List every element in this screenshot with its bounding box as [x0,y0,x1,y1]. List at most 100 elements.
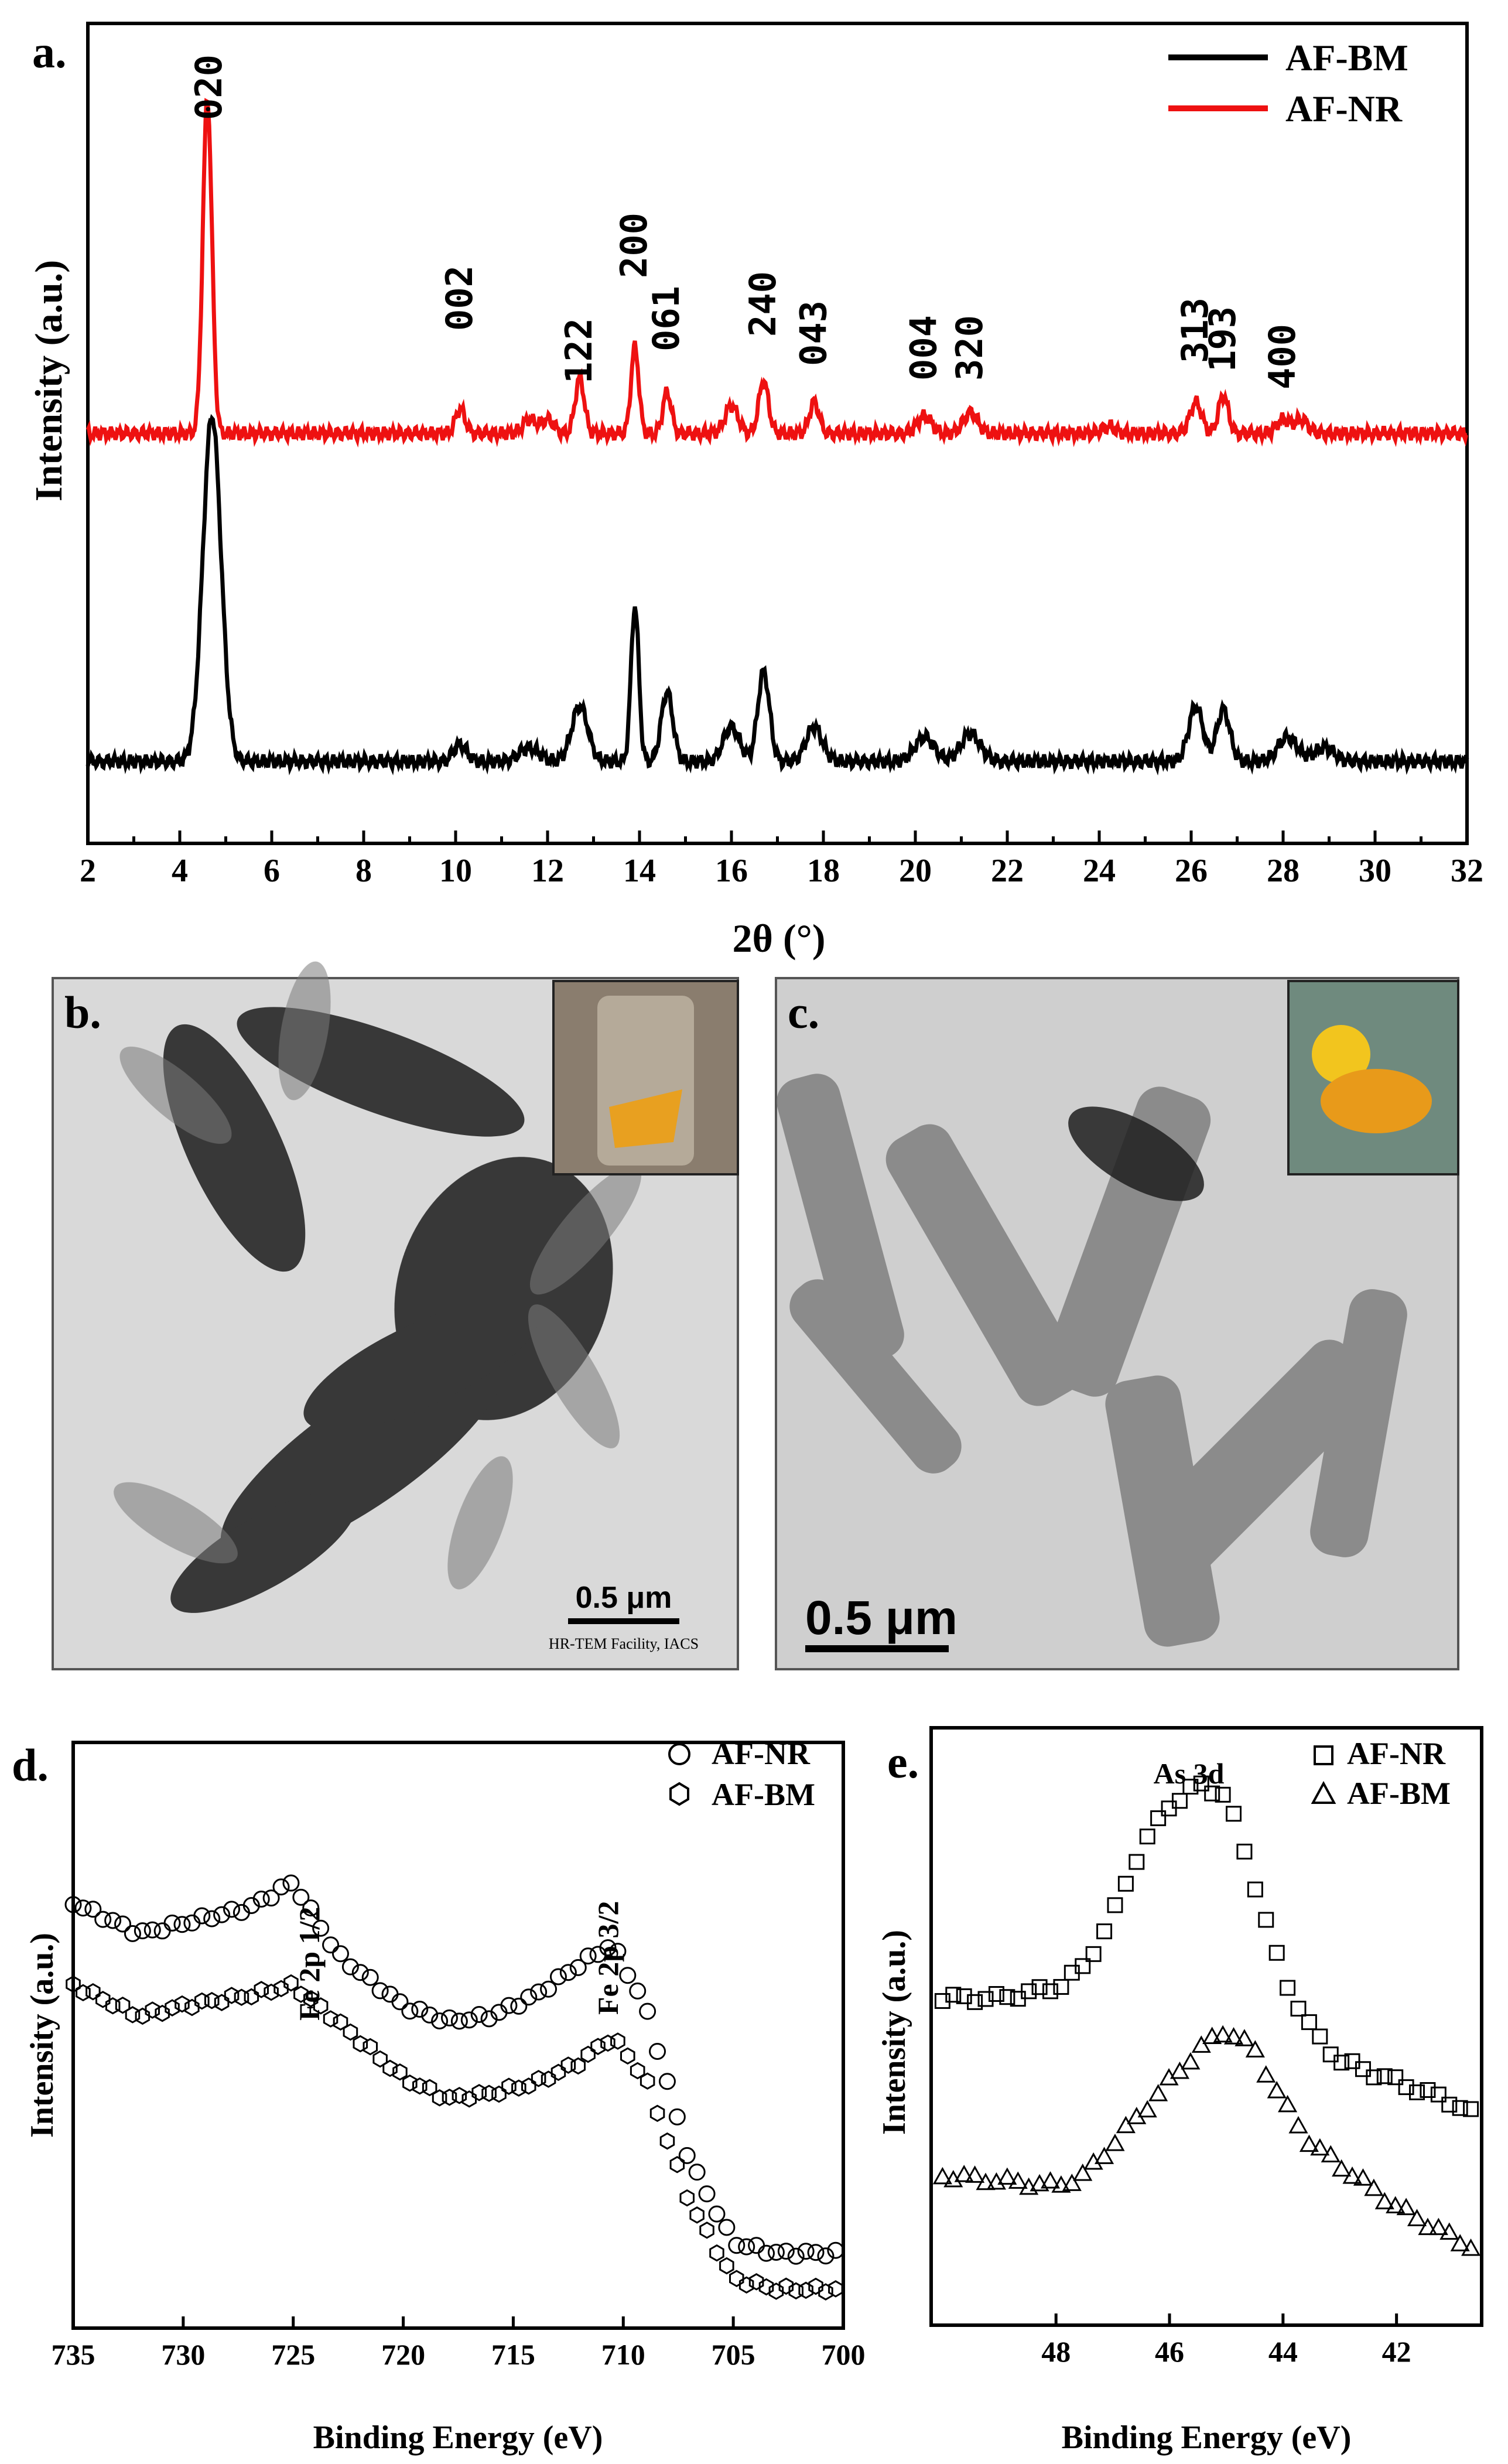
as-tick-label: 42 [1382,2335,1411,2368]
fe-point-af-nr [203,1910,221,1928]
tem-b-petals [114,961,642,1590]
as-point-af-bm [1386,2196,1406,2214]
fe-point-af-nr [322,1936,340,1954]
as-point-af-nr [999,1989,1015,2005]
xrd-x-ticks: 2 4 6 8 10 12 14 16 18 20 22 24 26 28 30 32 [80,831,1483,889]
fe-point-af-bm [461,2090,477,2108]
fe-point-af-bm [570,2057,586,2075]
fe-tick-label: 700 [822,2338,866,2371]
fe-tick-label: 735 [52,2338,95,2371]
as-point-af-nr [977,1991,994,2007]
fe-point-af-bm [372,2050,388,2068]
fe-point-af-bm [105,1997,121,2015]
as-tick-label: 44 [1268,2335,1298,2368]
fe-point-af-nr [351,1964,369,1981]
tem-image-b: b. 0.5 μm HR-TEM Facility, IACS [52,961,739,1670]
xrd-peak-label-400: 400 [1261,324,1304,389]
xrd-x-axis-label: 2θ (°) [733,916,826,961]
as-point-af-nr [1344,2053,1360,2069]
xrd-peak-label-122: 122 [558,318,600,384]
as-point-af-bm [1008,2171,1028,2189]
fe-tick-label: 705 [712,2338,755,2371]
as-point-af-nr [1139,1829,1155,1845]
panel-label-d: d. [12,1740,49,1790]
fe-point-af-nr [153,1922,171,1940]
fe-point-af-bm [244,1988,259,2006]
as-point-af-nr [1430,2086,1447,2103]
fe-plot-frame [71,1741,845,2330]
fe-point-af-bm [699,2222,714,2239]
as-tick-label: 48 [1041,2335,1071,2368]
fe-point-af-nr [114,1915,132,1933]
as-point-af-bm [1418,2217,1438,2236]
fe-point-af-bm [560,2056,576,2074]
xps-fe-panel: d. 735 730 725 720 715 710 705 700 Fe 2p 1/2 Fe… [12,1736,866,2456]
xrd-tick-label: 20 [899,853,932,889]
as-point-af-nr [1258,1912,1274,1928]
as-point-af-bm [1310,2138,1330,2156]
xrd-curves [86,98,1469,776]
fe-point-af-bm [649,2104,665,2123]
as-point-af-bm [1374,2192,1394,2210]
fe-point-af-bm [550,2063,566,2082]
fe-point-af-nr [421,2006,439,2024]
fe-point-af-bm [214,1994,230,2011]
as-x-ticks: 48 46 44 42 [1041,2313,1411,2368]
as-point-af-bm [954,2165,974,2182]
tem-c-dark-rod [1068,1106,1204,1201]
fe-point-af-nr [183,1914,201,1932]
as-point-af-bm [986,2172,1007,2190]
fe-point-af-bm [86,1983,101,2001]
xrd-peak-label-193: 193 [1201,306,1244,372]
as-point-af-nr [1053,1978,1069,1995]
fe-point-af-bm [204,1991,220,2010]
powder-orange [1321,1069,1432,1133]
fe-point-af-bm [600,2034,615,2052]
as-point-af-nr [1333,2055,1350,2071]
fe-point-af-bm [234,1988,249,2006]
fe-tick-label: 725 [271,2338,315,2371]
fe-point-af-nr [450,2012,468,2030]
fe-point-af-nr [718,2219,736,2236]
fe-point-af-bm [729,2270,744,2288]
as-point-af-nr [1355,2061,1371,2077]
as-point-af-bm [1116,2116,1136,2134]
fe-point-af-nr [777,2243,795,2260]
as-point-af-nr [945,1987,962,2003]
fe-point-af-bm [402,2074,418,2092]
fe-point-af-nr [619,1967,637,1984]
as-point-af-nr [1409,2084,1425,2100]
fe-point-af-bm [659,2132,675,2150]
xrd-y-axis-label: Intensity (a.u.) [28,260,70,502]
xrd-tick-label: 22 [991,853,1024,889]
fe-point-af-nr [124,1925,141,1942]
fe-point-af-bm [363,2038,378,2056]
fe-point-af-nr [84,1901,102,1918]
fe-point-af-nr [609,1943,627,1960]
as-point-af-nr [1117,1875,1134,1892]
fe-point-af-bm [313,1997,329,2015]
fe-point-af-bm [511,2079,526,2097]
fe-point-af-bm [471,2084,487,2101]
fe-point-af-bm [184,1998,200,2017]
as-point-af-nr [1312,2028,1328,2045]
as-point-af-nr [1420,2082,1436,2098]
fe-point-af-nr [223,1901,241,1918]
fe-point-af-nr [163,1914,181,1932]
xrd-tick-label: 10 [439,853,472,889]
fe-point-af-bm [719,2257,734,2275]
as-point-af-bm [1299,2134,1319,2152]
as-point-af-nr [1226,1806,1242,1822]
fe-tick-label: 730 [161,2338,205,2371]
fe-point-af-bm [521,2077,536,2095]
as-point-af-nr [1452,2100,1468,2116]
fe-point-af-bm [630,2062,645,2080]
as-point-af-nr [1182,1778,1199,1795]
fe-peak-label-1: Fe 2p 1/2 [293,1907,326,2021]
fe-point-af-nr [440,2009,458,2026]
fe-point-af-bm [768,2282,784,2300]
xrd-tick-label: 14 [623,853,656,889]
as-point-af-bm [976,2172,996,2190]
fe-point-af-bm [778,2277,794,2295]
